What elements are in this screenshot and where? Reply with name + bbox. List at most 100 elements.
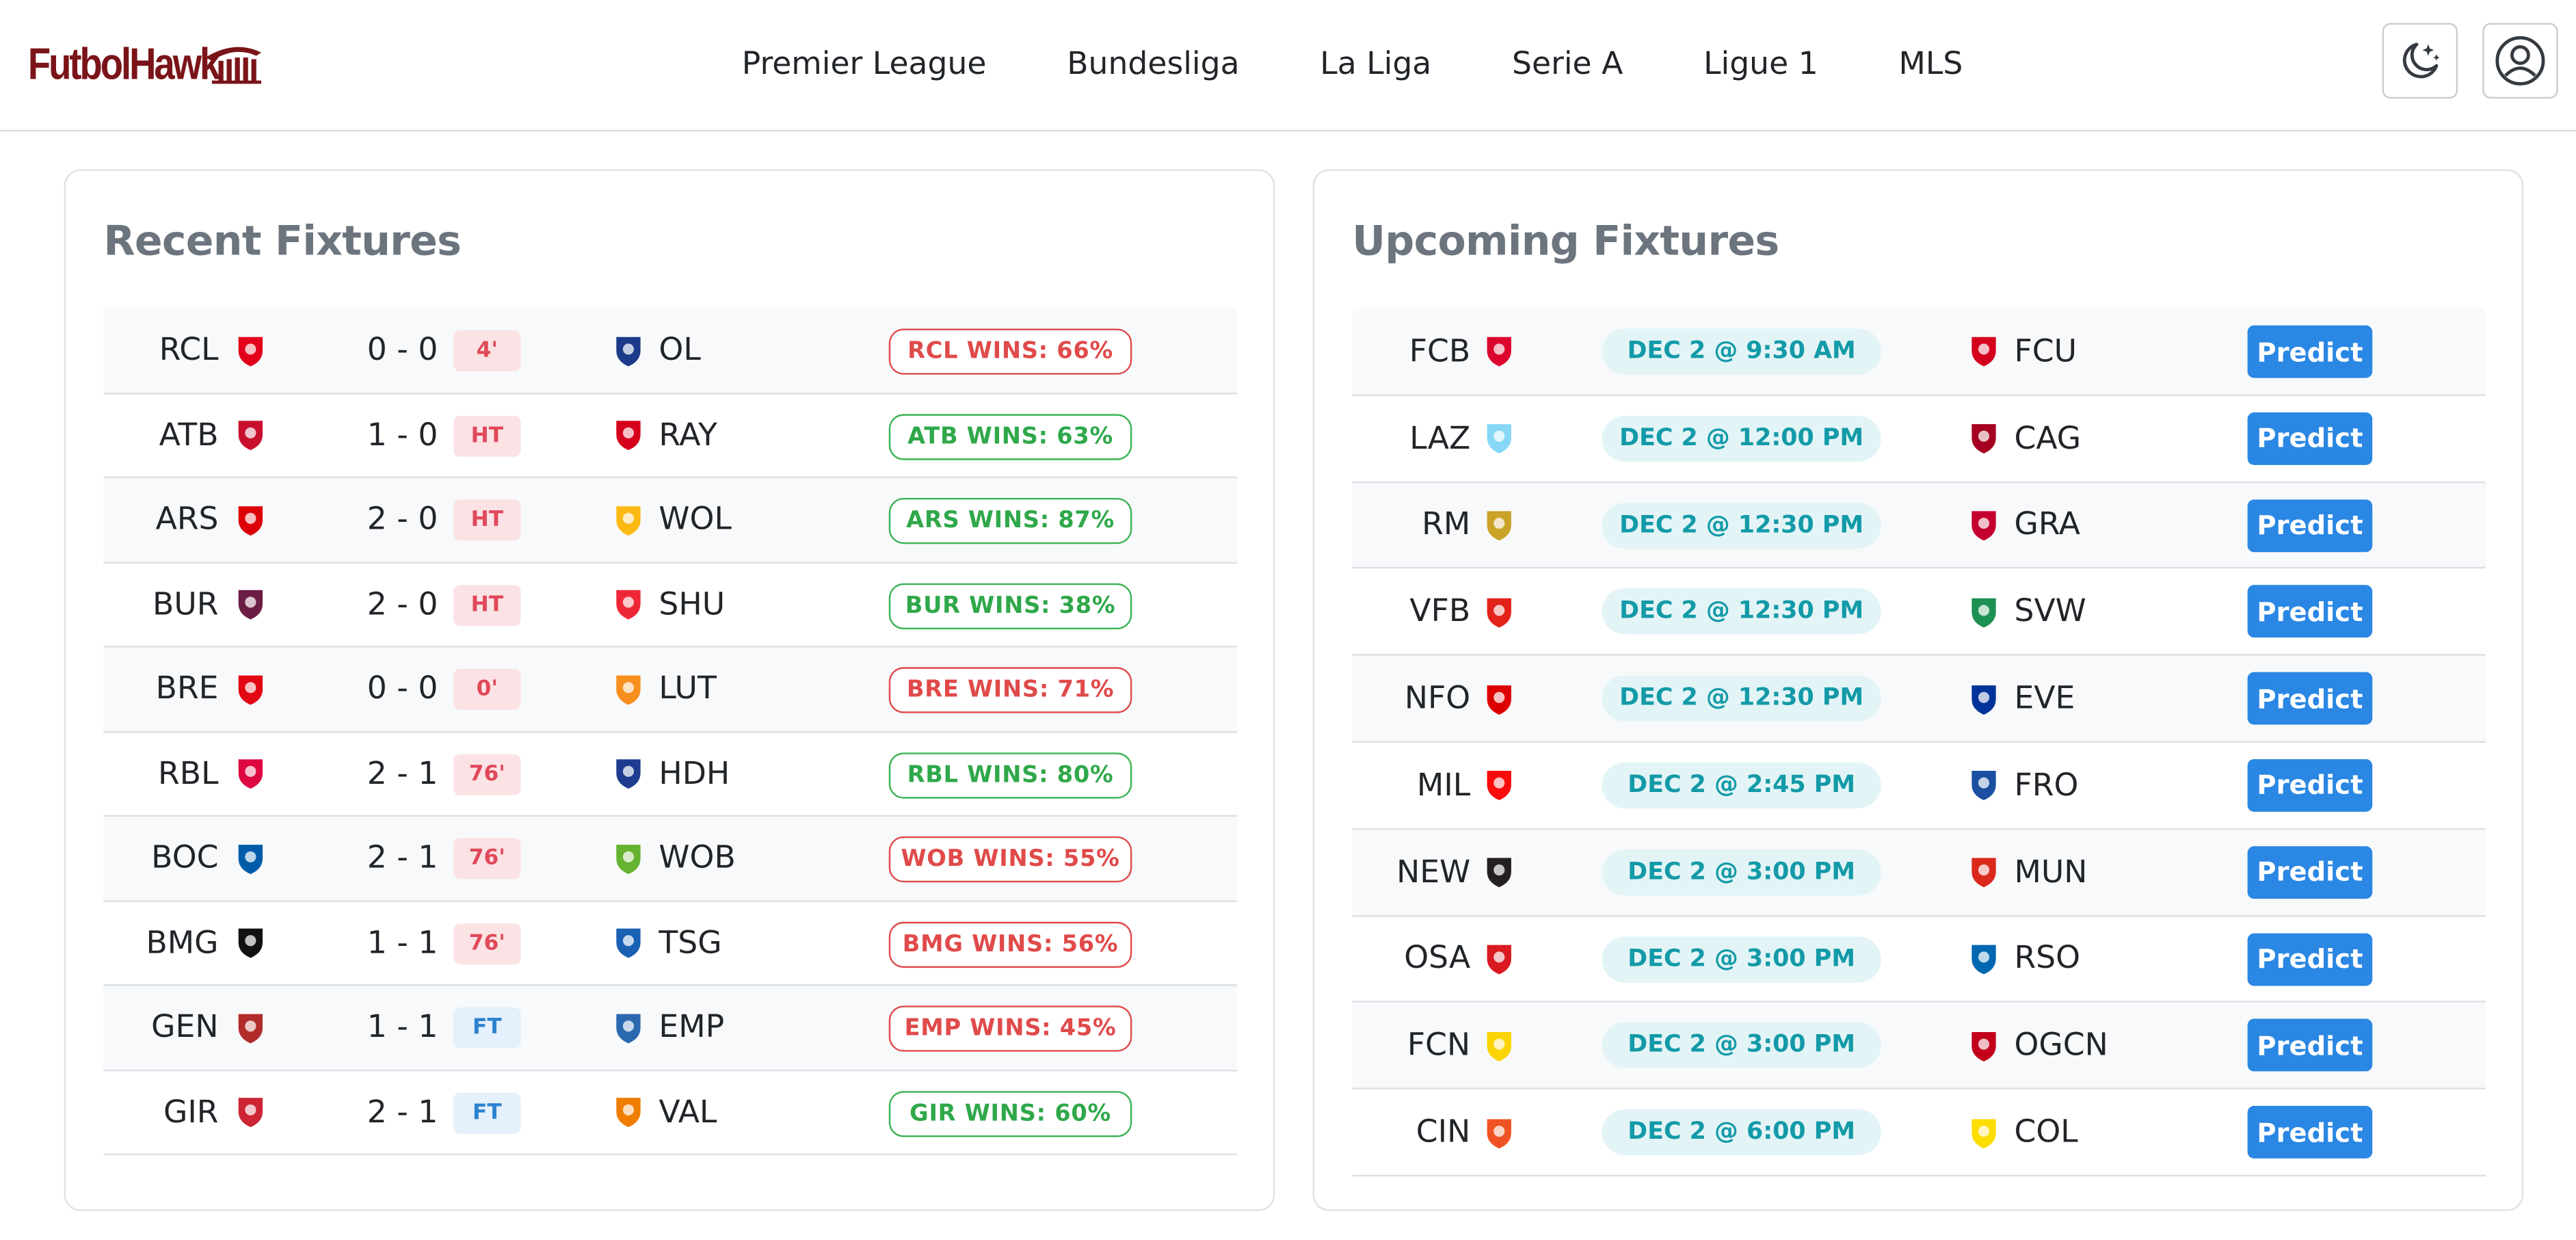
home-team-crest-icon bbox=[238, 337, 263, 367]
home-team: BOC bbox=[151, 817, 267, 899]
match-status-badge: FT bbox=[453, 1092, 521, 1133]
recent-fixtures-table: RCL 0 - 0 4' OL RCL WINS: 66% ATB 1 - 0 HT RAY AT… bbox=[103, 308, 1238, 1155]
home-team-crest-icon bbox=[1487, 424, 1511, 454]
home-team: GIR bbox=[163, 1070, 268, 1153]
home-team-crest-icon bbox=[1487, 337, 1511, 367]
match-status-badge: 76' bbox=[453, 923, 521, 964]
upcoming-row: VFB DEC 2 @ 12:30 PM SVW Predict bbox=[1352, 569, 2486, 657]
predict-button[interactable]: Predict bbox=[2247, 585, 2373, 639]
theme-toggle-button[interactable] bbox=[2382, 23, 2458, 99]
kickoff-date-pill: DEC 2 @ 3:00 PM bbox=[1602, 936, 1881, 982]
home-team-code: VFB bbox=[1409, 593, 1471, 630]
away-team: EMP bbox=[611, 986, 724, 1069]
home-team-crest-icon bbox=[238, 505, 263, 536]
account-button[interactable] bbox=[2482, 23, 2558, 99]
upcoming-fixtures-title: Upcoming Fixtures bbox=[1352, 217, 1779, 265]
match-score: 2 - 0 bbox=[367, 501, 438, 538]
away-team: MUN bbox=[1967, 830, 2087, 914]
fixture-row[interactable]: BRE 0 - 0 0' LUT BRE WINS: 71% bbox=[103, 647, 1238, 733]
predict-button[interactable]: Predict bbox=[2247, 1106, 2373, 1159]
home-team: MIL bbox=[1417, 743, 1517, 828]
home-team-crest-icon bbox=[238, 421, 263, 451]
prediction-badge: ATB WINS: 63% bbox=[888, 413, 1132, 460]
predict-button[interactable]: Predict bbox=[2247, 499, 2373, 552]
fixture-row[interactable]: ATB 1 - 0 HT RAY ATB WINS: 63% bbox=[103, 393, 1238, 479]
fixture-row[interactable]: GEN 1 - 1 FT EMP EMP WINS: 45% bbox=[103, 986, 1238, 1071]
home-team-crest-icon bbox=[1487, 685, 1511, 714]
away-team-crest-icon bbox=[616, 675, 641, 704]
nav-serie-a[interactable]: Serie A bbox=[1512, 46, 1623, 83]
match-status-badge: FT bbox=[453, 1007, 521, 1048]
away-team-crest-icon bbox=[1971, 685, 1996, 714]
prediction-badge: GIR WINS: 60% bbox=[888, 1090, 1132, 1137]
prediction-badge: RCL WINS: 66% bbox=[888, 328, 1132, 375]
upcoming-row: MIL DEC 2 @ 2:45 PM FRO Predict bbox=[1352, 743, 2486, 830]
away-team-code: WOB bbox=[659, 840, 736, 877]
home-team: BRE bbox=[156, 648, 268, 730]
prediction-badge: ARS WINS: 87% bbox=[888, 497, 1132, 544]
match-status-badge: HT bbox=[453, 414, 521, 456]
nav-ligue-1[interactable]: Ligue 1 bbox=[1703, 46, 1818, 83]
away-team-crest-icon bbox=[1971, 511, 1996, 541]
away-team-crest-icon bbox=[1971, 858, 1996, 888]
fixture-row[interactable]: RCL 0 - 0 4' OL RCL WINS: 66% bbox=[103, 308, 1238, 394]
fixture-row[interactable]: BOC 2 - 1 76' WOB WOB WINS: 55% bbox=[103, 817, 1238, 901]
predict-button[interactable]: Predict bbox=[2247, 325, 2373, 378]
away-team: SHU bbox=[611, 563, 725, 646]
predict-button[interactable]: Predict bbox=[2247, 758, 2373, 812]
predict-button[interactable]: Predict bbox=[2247, 1019, 2373, 1072]
home-team-crest-icon bbox=[1487, 1118, 1511, 1148]
fixture-row[interactable]: BMG 1 - 1 76' TSG BMG WINS: 56% bbox=[103, 901, 1238, 986]
recent-fixtures-card: Recent Fixtures RCL 0 - 0 4' OL RCL WINS: 66… bbox=[64, 169, 1275, 1211]
home-team: RCL bbox=[159, 309, 268, 392]
away-team: WOB bbox=[611, 817, 736, 899]
nav-la-liga[interactable]: La Liga bbox=[1320, 46, 1432, 83]
nav-mls[interactable]: MLS bbox=[1898, 46, 1963, 83]
prediction-badge: EMP WINS: 45% bbox=[888, 1005, 1132, 1052]
away-team-crest-icon bbox=[616, 421, 641, 451]
away-team-code: RSO bbox=[2014, 940, 2081, 977]
away-team-code: WOL bbox=[659, 501, 732, 538]
fixture-row[interactable]: RBL 2 - 1 76' HDH RBL WINS: 80% bbox=[103, 732, 1238, 817]
brand-logo[interactable]: FutbolHawk bbox=[28, 36, 261, 92]
home-team-crest-icon bbox=[238, 1013, 263, 1043]
away-team-code: COL bbox=[2014, 1114, 2078, 1150]
kickoff-date-pill: DEC 2 @ 12:30 PM bbox=[1602, 502, 1881, 549]
away-team-crest-icon bbox=[616, 1013, 641, 1043]
prediction-badge: BRE WINS: 71% bbox=[888, 667, 1132, 713]
match-score: 2 - 1 bbox=[367, 840, 438, 877]
moon-stars-icon bbox=[2402, 42, 2440, 79]
home-team-code: RCL bbox=[159, 332, 219, 369]
away-team-code: LUT bbox=[659, 670, 717, 707]
away-team: WOL bbox=[611, 478, 732, 561]
top-navbar: FutbolHawk Premier League Bundesliga La … bbox=[0, 0, 2576, 132]
upcoming-fixtures-table: FCB DEC 2 @ 9:30 AM FCU Predict LAZ DEC 2 @ 1… bbox=[1352, 308, 2486, 1177]
prediction-badge: RBL WINS: 80% bbox=[888, 752, 1132, 798]
away-team: CAG bbox=[1967, 396, 2081, 481]
fixture-row[interactable]: BUR 2 - 0 HT SHU BUR WINS: 38% bbox=[103, 563, 1238, 648]
home-team-crest-icon bbox=[1487, 511, 1511, 541]
nav-bundesliga[interactable]: Bundesliga bbox=[1067, 46, 1240, 83]
fixture-row[interactable]: ARS 2 - 0 HT WOL ARS WINS: 87% bbox=[103, 478, 1238, 563]
home-team-code: MIL bbox=[1416, 767, 1471, 804]
predict-button[interactable]: Predict bbox=[2247, 412, 2373, 465]
away-team: GRA bbox=[1967, 482, 2080, 567]
predict-button[interactable]: Predict bbox=[2247, 932, 2373, 986]
away-team-crest-icon bbox=[616, 929, 641, 959]
match-status-badge: HT bbox=[453, 584, 521, 626]
away-team-crest-icon bbox=[1971, 1031, 1996, 1061]
home-team: RM bbox=[1422, 482, 1516, 567]
fixture-row[interactable]: GIR 2 - 1 FT VAL GIR WINS: 60% bbox=[103, 1070, 1238, 1155]
league-nav: Premier League Bundesliga La Liga Serie … bbox=[702, 40, 2003, 89]
upcoming-row: FCB DEC 2 @ 9:30 AM FCU Predict bbox=[1352, 308, 2486, 396]
away-team-code: GRA bbox=[2014, 507, 2080, 543]
predict-button[interactable]: Predict bbox=[2247, 845, 2373, 899]
home-team-code: BRE bbox=[155, 670, 219, 707]
kickoff-date-pill: DEC 2 @ 3:00 PM bbox=[1602, 1023, 1881, 1069]
kickoff-date-pill: DEC 2 @ 12:30 PM bbox=[1602, 675, 1881, 722]
match-score: 0 - 0 bbox=[367, 670, 438, 707]
predict-button[interactable]: Predict bbox=[2247, 672, 2373, 725]
nav-premier-league[interactable]: Premier League bbox=[741, 46, 987, 83]
home-team-crest-icon bbox=[238, 590, 263, 620]
